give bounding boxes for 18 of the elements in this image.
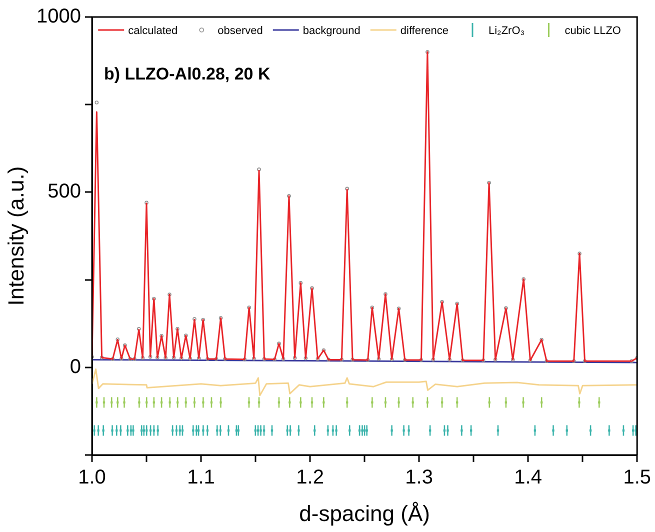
y-tick-label: 0 xyxy=(70,356,81,378)
x-tick-label: 1.4 xyxy=(514,466,542,489)
legend-label: calculated xyxy=(128,25,178,38)
x-axis-title: d-spacing (Å) xyxy=(299,500,430,526)
legend-label: background xyxy=(302,25,360,38)
x-tick-label: 1.0 xyxy=(78,466,106,489)
legend-label: difference xyxy=(400,25,448,38)
x-tick-label: 1.1 xyxy=(187,466,215,489)
y-axis-title: Intensity (a.u.) xyxy=(3,166,28,306)
text: b) LLZO-Al0.28, 20 K xyxy=(104,64,271,84)
x-tick-label: 1.5 xyxy=(623,466,652,489)
x-tick-label: 1.3 xyxy=(405,466,433,489)
legend-label: Li₂ZrO₃ xyxy=(488,25,525,38)
legend-label: cubic LLZO xyxy=(564,25,622,38)
x-tick-label: 1.2 xyxy=(296,466,324,489)
y-tick-label: 1000 xyxy=(36,6,81,28)
y-tick-label: 500 xyxy=(48,180,81,203)
legend-label: observed xyxy=(218,25,263,38)
